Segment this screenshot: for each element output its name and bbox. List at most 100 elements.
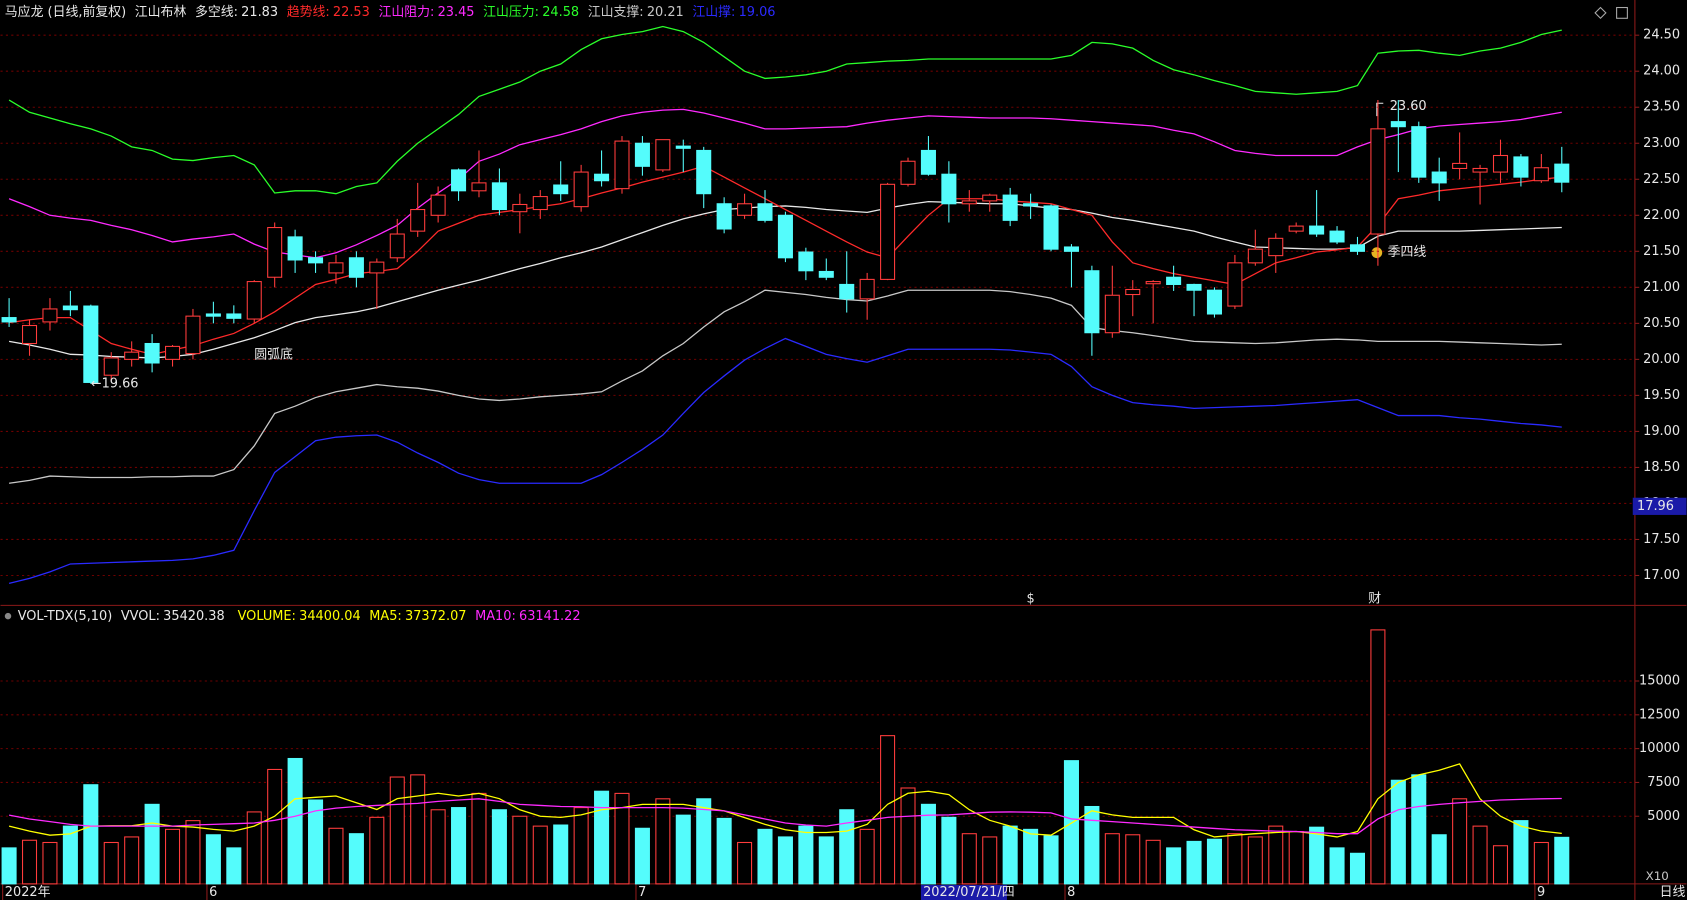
legend-name: 江山撑: bbox=[692, 4, 735, 19]
volume-bar bbox=[941, 816, 957, 885]
candle-body bbox=[1023, 203, 1039, 207]
volume-bar bbox=[165, 828, 181, 885]
y-tick-label: 5000 bbox=[1647, 809, 1680, 824]
candle-body bbox=[83, 305, 99, 383]
candle-body bbox=[165, 345, 181, 360]
candle-body bbox=[553, 184, 569, 195]
legend-value: 23.45 bbox=[438, 4, 475, 19]
candle-body bbox=[1370, 128, 1386, 235]
candle-body bbox=[205, 313, 221, 317]
volume-bar bbox=[1023, 828, 1039, 885]
volume-bar bbox=[1452, 798, 1468, 885]
event-icon[interactable] bbox=[1371, 247, 1383, 259]
candle-body bbox=[532, 196, 548, 211]
y-tick-label: 17.00 bbox=[1643, 568, 1680, 583]
volume-ma-line bbox=[8, 797, 1562, 835]
window-icon[interactable] bbox=[1616, 6, 1628, 19]
y-tick-label: 15000 bbox=[1639, 674, 1680, 689]
y-tick-label: 23.50 bbox=[1643, 100, 1680, 115]
volume-bar bbox=[900, 787, 916, 885]
volume-bar bbox=[1513, 820, 1529, 885]
volume-bar bbox=[1288, 830, 1304, 885]
volume-bar bbox=[1166, 847, 1182, 885]
legend-value: 35420.38 bbox=[163, 609, 225, 624]
volume-bar bbox=[880, 735, 896, 885]
legend-value: 37372.07 bbox=[405, 609, 467, 624]
candle-body bbox=[369, 261, 385, 274]
period-label[interactable]: 日线 bbox=[1660, 885, 1686, 900]
volume-bar bbox=[62, 825, 78, 885]
candle-body bbox=[757, 203, 773, 221]
candle-body bbox=[1206, 289, 1222, 315]
candle-body bbox=[21, 324, 38, 345]
volume-bar bbox=[961, 833, 977, 885]
legend-name: 江山压力: bbox=[483, 4, 539, 19]
candle-body bbox=[1186, 283, 1202, 291]
volume-bar bbox=[839, 809, 855, 885]
candle-body bbox=[42, 308, 58, 323]
legend-value: 19.06 bbox=[739, 4, 776, 19]
volume-bar bbox=[798, 825, 814, 885]
stock-title: 马应龙 (日线,前复权) bbox=[5, 3, 126, 19]
candle-body bbox=[634, 142, 650, 167]
candle-body bbox=[287, 236, 303, 261]
volume-header: VOL-TDX(5,10) VVOL: 35420.38 VOLUME: 34400.0… bbox=[18, 609, 581, 624]
candle-body bbox=[1063, 246, 1079, 252]
candle-body bbox=[1349, 244, 1366, 252]
volume-bar bbox=[1431, 834, 1447, 885]
y-tick-label: 21.50 bbox=[1643, 244, 1680, 259]
volume-bar bbox=[1533, 841, 1549, 885]
candle-body bbox=[1411, 126, 1427, 178]
indicator-line bbox=[8, 200, 1562, 359]
volume-bar bbox=[103, 841, 119, 885]
legend-value: 63141.22 bbox=[519, 609, 581, 624]
indicator-line bbox=[9, 289, 1562, 484]
volume-bar bbox=[1492, 845, 1509, 885]
candle-body bbox=[226, 313, 242, 319]
volume-bar bbox=[675, 814, 691, 885]
candle-body bbox=[1288, 225, 1304, 232]
volume-bar bbox=[1329, 847, 1345, 885]
volume-bar bbox=[818, 836, 834, 885]
volume-bar bbox=[410, 774, 426, 885]
volume-bar bbox=[1349, 852, 1366, 885]
candle-body bbox=[410, 208, 426, 232]
candle-body bbox=[471, 182, 487, 192]
candle-body bbox=[1125, 288, 1141, 296]
indicator-name: 江山布林 bbox=[135, 4, 187, 19]
x-tick-label: 2022年 bbox=[5, 885, 51, 900]
candle-body bbox=[1043, 205, 1059, 250]
volume-bar bbox=[859, 828, 875, 885]
volume-bar bbox=[1104, 833, 1120, 885]
volume-bar bbox=[1002, 825, 1018, 885]
candle-body bbox=[451, 169, 467, 192]
unit-label: X10 bbox=[1646, 869, 1669, 883]
candle-body bbox=[1431, 171, 1447, 184]
cursor-date-box bbox=[920, 884, 1007, 900]
candle-body bbox=[798, 251, 814, 272]
candle-body bbox=[839, 283, 855, 300]
candle-body bbox=[491, 182, 507, 211]
collapse-dot[interactable] bbox=[4, 612, 12, 620]
candle-body bbox=[1227, 262, 1243, 307]
volume-ma-line bbox=[8, 763, 1562, 838]
candle-body bbox=[512, 203, 528, 213]
volume-bar bbox=[491, 809, 507, 885]
candle-body bbox=[1002, 194, 1018, 221]
x-tick-label: 6 bbox=[209, 885, 217, 900]
candle-body bbox=[1513, 156, 1529, 178]
window-icon[interactable] bbox=[1594, 6, 1607, 20]
candle-body bbox=[737, 203, 753, 216]
candle-body bbox=[1309, 225, 1325, 235]
volume-bar bbox=[655, 798, 671, 885]
volume-bar bbox=[1370, 629, 1386, 885]
annotation: 圆弧底 bbox=[254, 346, 293, 362]
y-tick-label: 19.50 bbox=[1643, 388, 1680, 403]
volume-bar bbox=[757, 828, 773, 885]
volume-bar bbox=[1186, 840, 1202, 885]
y-tick-label: 23.00 bbox=[1643, 136, 1680, 151]
volume-bar bbox=[573, 807, 589, 885]
cursor-date: 2022/07/21/四 bbox=[923, 885, 1015, 900]
volume-bar bbox=[696, 798, 712, 885]
indicator-line bbox=[8, 337, 1562, 585]
